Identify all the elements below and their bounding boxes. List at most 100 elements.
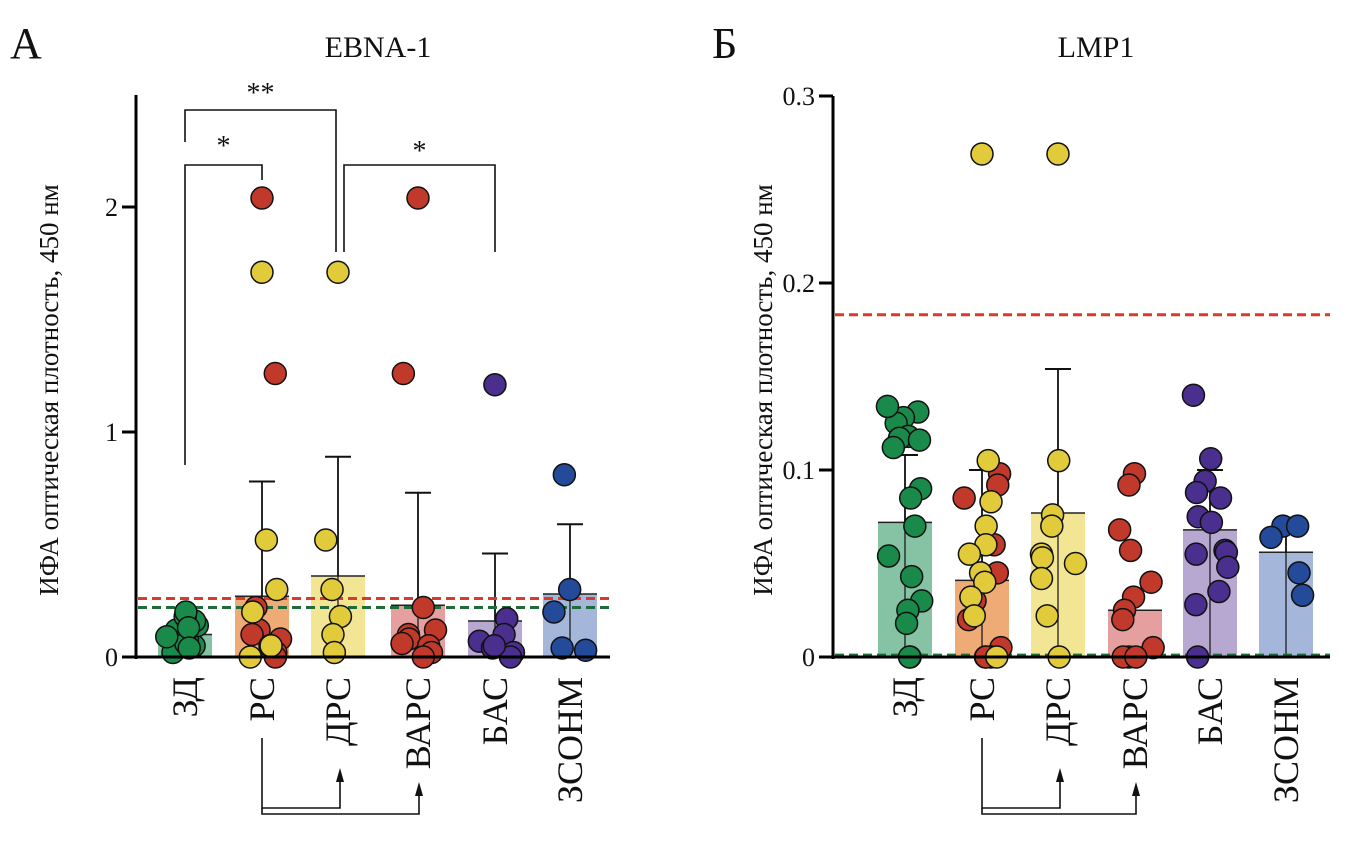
arrowhead-icon xyxy=(336,768,344,782)
data-point xyxy=(875,394,900,419)
data-point xyxy=(322,640,347,665)
data-point xyxy=(155,625,179,649)
data-point-rs-yellow xyxy=(259,634,283,658)
data-point xyxy=(314,528,338,552)
data-point xyxy=(406,186,430,210)
data-point-rs-yellow xyxy=(250,260,274,284)
data-point xyxy=(903,514,927,538)
data-point xyxy=(326,260,350,284)
data-point-rs-yellow xyxy=(973,570,997,594)
significance-bracket xyxy=(184,164,263,465)
y-tick-label: 0.3 xyxy=(783,82,816,111)
data-point xyxy=(263,361,288,386)
data-point xyxy=(1118,538,1143,563)
arrowhead-icon xyxy=(1056,768,1064,782)
category-label: ДРС xyxy=(318,677,358,746)
data-point xyxy=(542,600,566,624)
panel-a-title: EBNA-1 xyxy=(325,31,432,64)
category-label: ЗСОНМ xyxy=(550,677,590,803)
data-point xyxy=(177,636,201,660)
arrowhead-icon xyxy=(1132,782,1140,796)
data-point xyxy=(482,634,507,658)
data-point xyxy=(1290,583,1315,608)
data-point xyxy=(1287,561,1311,585)
data-point xyxy=(1208,486,1233,510)
panel-a-ebna1: А EBNA-1 ИФА оптическая плотность, 450 н… xyxy=(10,19,610,815)
significance-label: * xyxy=(217,131,231,162)
data-point xyxy=(1030,546,1055,570)
data-point xyxy=(894,611,919,636)
data-point xyxy=(320,577,344,602)
arrow-rs-to-drs xyxy=(981,738,1061,809)
data-point xyxy=(898,486,923,510)
panel-b-title: LMP1 xyxy=(1058,31,1135,64)
data-point xyxy=(907,428,932,452)
data-point-rs-yellow xyxy=(970,142,994,166)
data-point xyxy=(1035,604,1059,628)
data-point xyxy=(1029,566,1054,591)
significance-label: * xyxy=(413,136,427,167)
category-label: ЗД xyxy=(165,677,205,717)
data-point xyxy=(1259,525,1283,550)
data-point xyxy=(899,564,924,589)
data-point-rs-yellow xyxy=(264,577,289,602)
panel-b-lmp1: Б LMP1 ИФА оптическая плотность, 450 нм … xyxy=(712,19,1330,815)
category-label: РС xyxy=(962,677,1002,721)
category-label: ДРС xyxy=(1038,677,1078,746)
data-point xyxy=(391,361,416,386)
data-point xyxy=(483,373,507,397)
data-point xyxy=(1117,473,1141,497)
data-point-rs-yellow xyxy=(976,448,1000,473)
data-point xyxy=(876,544,901,568)
data-point-rs-yellow xyxy=(957,542,982,566)
data-point xyxy=(1184,592,1208,617)
data-point xyxy=(1207,579,1231,604)
data-point-rs-yellow xyxy=(241,600,265,624)
data-point xyxy=(1046,142,1070,166)
data-point xyxy=(176,616,201,640)
data-point xyxy=(1184,480,1209,505)
data-point xyxy=(1040,514,1064,538)
data-point xyxy=(390,631,414,656)
arrow-rs-to-vars xyxy=(981,786,1137,815)
category-label: РС xyxy=(242,677,282,721)
panel-a-label: А xyxy=(10,19,42,68)
data-point xyxy=(550,636,574,660)
arrowhead-icon xyxy=(415,782,423,796)
significance-bracket xyxy=(343,164,496,252)
data-point xyxy=(557,577,582,602)
data-point xyxy=(952,486,976,510)
data-point xyxy=(1107,518,1132,542)
panel-a-y-axis-label: ИФА оптическая плотность, 450 нм xyxy=(34,184,64,596)
data-point-rs-yellow xyxy=(962,604,987,628)
data-point xyxy=(1139,570,1163,594)
data-point xyxy=(411,595,436,620)
data-point xyxy=(1285,514,1310,538)
panel-b-label: Б xyxy=(712,19,737,68)
y-tick-label: 0.2 xyxy=(783,269,816,298)
category-label: ВАРС xyxy=(398,677,438,769)
y-tick-label: 2 xyxy=(105,193,118,222)
data-point xyxy=(552,463,577,487)
data-point xyxy=(1111,607,1135,632)
data-point xyxy=(250,186,274,210)
category-label: БАС xyxy=(1190,677,1230,745)
category-label: ЗД xyxy=(885,677,925,717)
data-point xyxy=(1181,383,1206,407)
y-tick-label: 0.1 xyxy=(783,456,816,485)
data-point xyxy=(1063,551,1088,576)
data-point xyxy=(1199,510,1224,535)
panel-b-y-axis-label: ИФА оптическая плотность, 450 нм xyxy=(748,184,778,596)
category-label: БАС xyxy=(475,677,515,745)
y-tick-label: 0 xyxy=(802,643,815,672)
significance-bracket xyxy=(184,109,337,252)
data-point xyxy=(1216,555,1240,579)
data-point-rs-yellow xyxy=(979,490,1003,514)
data-point xyxy=(1198,447,1223,471)
y-tick-label: 1 xyxy=(105,418,118,447)
significance-label: ** xyxy=(247,78,275,109)
arrow-rs-to-drs xyxy=(261,738,341,809)
category-label: ЗСОНМ xyxy=(1266,677,1306,803)
data-point xyxy=(1046,448,1071,473)
